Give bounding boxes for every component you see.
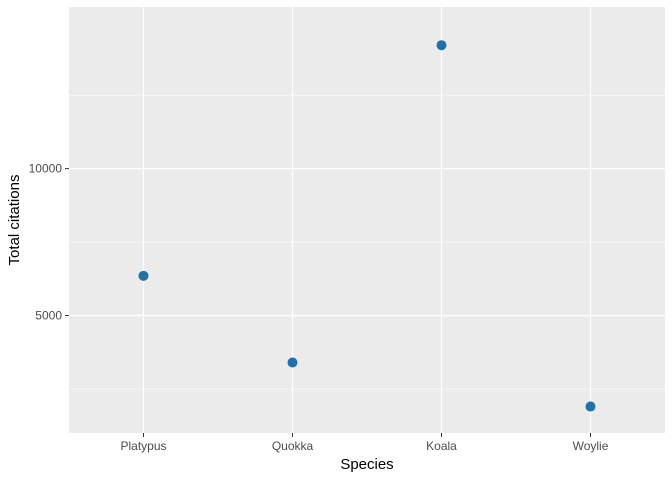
- data-point-koala: [436, 40, 447, 51]
- x-tick-label-1: Quokka: [272, 439, 314, 453]
- plot-panel: [69, 7, 665, 433]
- grid-major: [69, 7, 665, 433]
- x-tick-label-0: Platypus: [120, 439, 166, 453]
- axis-ticks: [65, 168, 591, 437]
- tick-labels: 5000 10000 Platypus Quokka Koala Woylie: [29, 162, 609, 453]
- x-tick-label-3: Woylie: [573, 439, 609, 453]
- x-axis-title: Species: [340, 456, 393, 473]
- data-point-quokka: [287, 357, 298, 368]
- x-tick-label-2: Koala: [426, 439, 457, 453]
- y-tick-label-0: 5000: [35, 308, 62, 322]
- data-point-platypus: [138, 270, 149, 281]
- grid-minor: [69, 94, 665, 390]
- y-tick-label-1: 10000: [29, 162, 63, 176]
- data-points: [138, 40, 596, 412]
- data-point-woylie: [585, 401, 596, 412]
- y-axis-title: Total citations: [6, 175, 23, 266]
